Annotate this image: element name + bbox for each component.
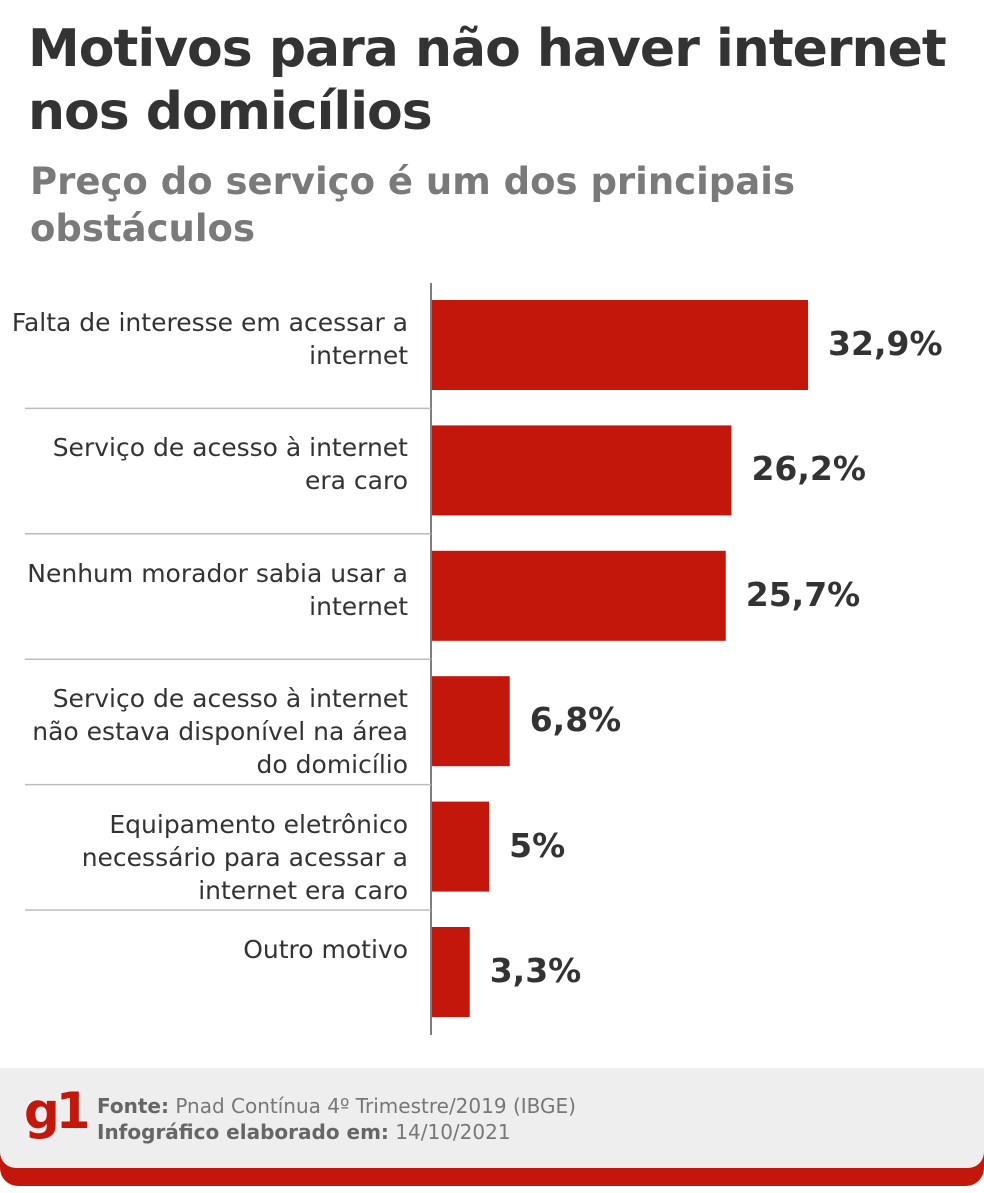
chart-subtitle: Preço do serviço é um dos principais obs… — [30, 160, 795, 250]
value-label: 6,8% — [529, 700, 622, 740]
chart-title: Motivos para não haver internet nos domi… — [28, 19, 947, 142]
value-label: 32,9% — [828, 324, 943, 363]
category-label: Outro motivo — [243, 935, 408, 964]
source-text: Pnad Contínua 4º Trimestre/2019 (IBGE) — [175, 1094, 576, 1118]
category-label: Serviço de acesso à internet não estava … — [32, 684, 408, 780]
bar — [432, 425, 732, 516]
bar-chart — [25, 283, 809, 1035]
category-label: Equipamento eletrônico necessário para a… — [81, 809, 408, 905]
source-label: Fonte: — [97, 1094, 169, 1118]
footer: g1 Fonte: Pnad Contínua 4º Trimestre/201… — [0, 1068, 984, 1186]
category-label: Serviço de acesso à internet era caro — [52, 433, 408, 496]
category-label: Falta de interesse em acessar a internet — [11, 308, 408, 370]
value-label: 5% — [509, 825, 566, 865]
value-label: 26,2% — [751, 449, 866, 489]
g1-logo: g1 — [24, 1082, 91, 1140]
bar — [432, 300, 809, 390]
bar — [432, 550, 726, 641]
value-label: 25,7% — [745, 574, 861, 614]
bar — [432, 927, 470, 1017]
value-label: 3,3% — [489, 951, 582, 990]
date-line: Infográfico elaborado em: 14/10/2021 — [97, 1120, 511, 1144]
source-line: Fonte: Pnad Contínua 4º Trimestre/2019 (… — [97, 1094, 576, 1118]
date-label: Infográfico elaborado em: — [97, 1120, 389, 1144]
bar — [432, 676, 510, 767]
bar — [432, 801, 490, 892]
category-label: Nenhum morador sabia usar a internet — [27, 558, 408, 621]
date-text: 14/10/2021 — [395, 1120, 511, 1144]
